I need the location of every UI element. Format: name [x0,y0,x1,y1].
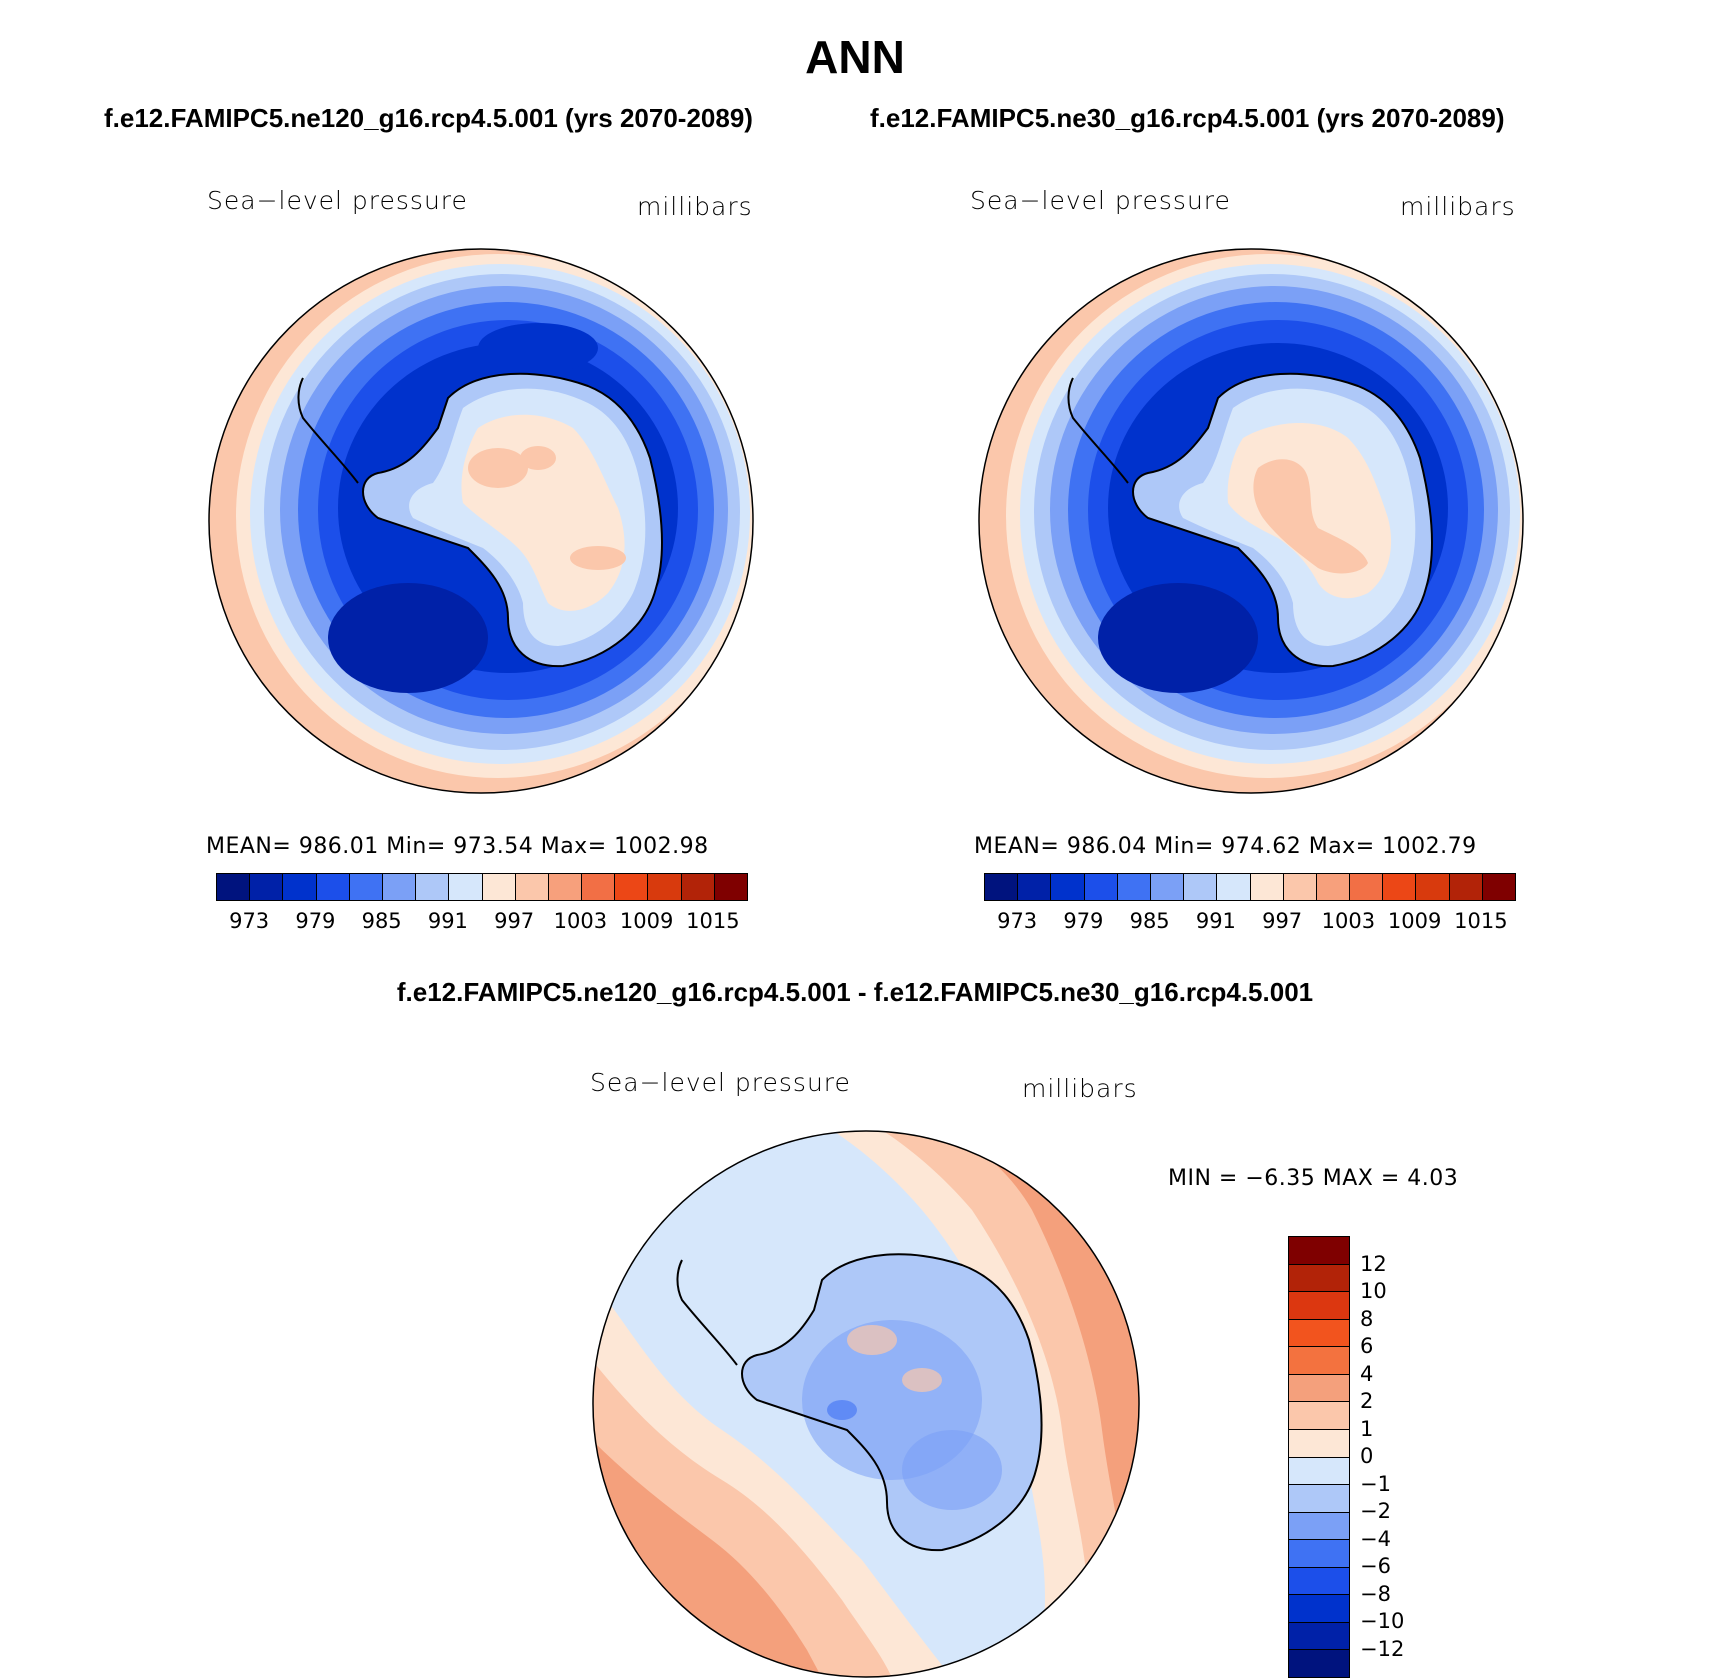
colorbar-swatch [1289,1567,1349,1596]
panel-a-stats: MEAN= 986.01 Min= 973.54 Max= 1002.98 [206,834,709,859]
colorbar-swatch [1289,1512,1349,1541]
panel-diff-stats: MIN = −6.35 MAX = 4.03 [1168,1166,1459,1191]
colorbar-tick-label: 1009 [1387,909,1442,933]
colorbar-swatch [283,874,317,900]
panel-b-variable: Sea−level pressure [970,186,1231,215]
colorbar-swatch [1217,874,1251,900]
colorbar-swatch [985,874,1019,900]
colorbar-swatch [349,874,383,900]
panel-a-colorbar [216,873,748,901]
colorbar-tick-label: 985 [361,909,402,933]
colorbar-swatch [1289,1237,1349,1265]
colorbar-swatch [482,874,516,900]
colorbar-swatch [1150,874,1185,900]
colorbar-swatch [1289,1402,1349,1430]
colorbar-tick-label: 991 [1195,909,1236,933]
colorbar-swatch [382,874,417,900]
colorbar-tick-label: −2 [1360,1499,1391,1523]
colorbar-tick-label: 6 [1360,1334,1374,1358]
colorbar-tick-label: 10 [1360,1279,1387,1303]
colorbar-tick-label: −6 [1360,1554,1391,1578]
colorbar-tick-label: 991 [427,909,468,933]
colorbar-tick-label: −1 [1360,1471,1391,1496]
colorbar-swatch [1250,874,1284,900]
colorbar-tick-label: 973 [229,909,270,933]
colorbar-tick-label: 979 [1063,909,1104,933]
colorbar-tick-label: 0 [1360,1444,1374,1468]
colorbar-swatch [1289,1319,1349,1348]
colorbar-swatch [1289,1457,1349,1486]
panel-diff-units: millibars [1022,1074,1138,1103]
case-a-title: f.e12.FAMIPC5.ne120_g16.rcp4.5.001 (yrs … [104,103,753,133]
colorbar-tick-label: 1015 [1454,909,1508,933]
colorbar-tick-label: 997 [494,909,535,933]
colorbar-tick-label: −12 [1360,1636,1405,1661]
panel-b-units: millibars [1400,192,1516,221]
panel-a-units: millibars [637,192,753,221]
colorbar-tick-label: 1 [1360,1416,1374,1441]
panel-b-colorbar [984,873,1516,901]
colorbar-swatch [548,874,583,900]
colorbar-tick-label: 12 [1360,1251,1387,1276]
colorbar-swatch [1289,1374,1349,1403]
colorbar-swatch [416,874,450,900]
colorbar-swatch [1289,1540,1349,1568]
colorbar-swatch [449,874,483,900]
figure-title: ANN [805,31,905,83]
colorbar-swatch [648,874,682,900]
colorbar-swatch [316,874,350,900]
colorbar-tick-label: 997 [1262,909,1303,933]
colorbar-tick-label: 1003 [1321,909,1376,933]
difference-title: f.e12.FAMIPC5.ne120_g16.rcp4.5.001 - f.e… [396,977,1314,1007]
panel-diff-map [592,1130,1140,1678]
colorbar-swatch [515,874,549,900]
panel-a-map [208,248,754,794]
colorbar-swatch [1289,1595,1349,1623]
colorbar-swatch [1316,874,1351,900]
colorbar-swatch [1449,874,1483,900]
colorbar-tick-label: 1009 [619,909,674,933]
colorbar-swatch [1383,874,1417,900]
colorbar-swatch [681,874,715,900]
colorbar-swatch [1289,1429,1349,1458]
colorbar-tick-label: 1003 [553,909,608,933]
panel-b-stats: MEAN= 986.04 Min= 974.62 Max= 1002.79 [974,834,1477,859]
colorbar-tick-label: −4 [1360,1526,1391,1551]
colorbar-swatch [1289,1292,1349,1320]
colorbar-swatch [1289,1264,1349,1293]
colorbar-tick-label: 985 [1129,909,1170,933]
colorbar-swatch [1289,1485,1349,1513]
panel-b-map [978,248,1524,794]
colorbar-swatch [1018,874,1052,900]
colorbar-swatch [1283,874,1317,900]
colorbar-tick-label: −10 [1360,1609,1405,1633]
colorbar-swatch [1184,874,1218,900]
colorbar-tick-label: −8 [1360,1581,1391,1606]
colorbar-swatch [582,874,616,900]
case-b-title: f.e12.FAMIPC5.ne30_g16.rcp4.5.001 (yrs 2… [870,103,1505,133]
colorbar-swatch [1117,874,1151,900]
panel-a-variable: Sea−level pressure [207,186,468,215]
colorbar-tick-label: 973 [997,909,1038,933]
colorbar-tick-label: 2 [1360,1389,1374,1413]
colorbar-swatch [1416,874,1450,900]
panel-diff-colorbar [1288,1236,1350,1678]
colorbar-swatch [714,874,747,900]
colorbar-tick-label: 1015 [686,909,740,933]
colorbar-swatch [1482,874,1515,900]
colorbar-swatch [615,874,649,900]
colorbar-swatch [1084,874,1118,900]
colorbar-swatch [1051,874,1085,900]
colorbar-swatch [1289,1622,1349,1651]
colorbar-swatch [1289,1347,1349,1375]
colorbar-swatch [250,874,284,900]
colorbar-swatch [1350,874,1384,900]
colorbar-tick-label: 8 [1360,1306,1374,1331]
colorbar-tick-label: 4 [1360,1361,1374,1386]
colorbar-tick-label: 979 [295,909,336,933]
panel-diff-variable: Sea−level pressure [590,1068,851,1097]
colorbar-swatch [1289,1650,1349,1677]
colorbar-swatch [217,874,251,900]
